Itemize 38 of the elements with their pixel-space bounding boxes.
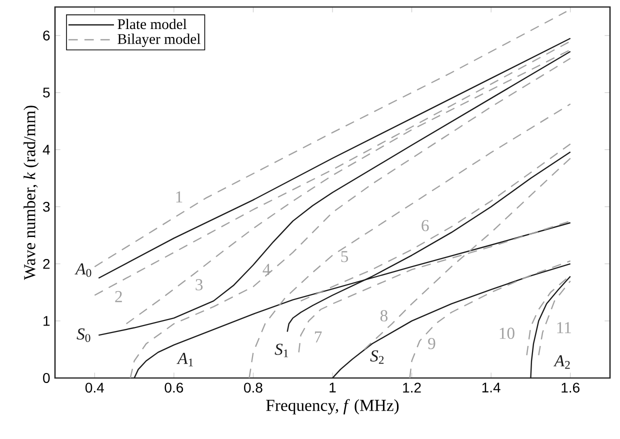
x-axis-title: Frequency, f (MHz): [266, 399, 399, 414]
y-axis-title: Wave number, k (rad/mm): [24, 106, 39, 280]
annotation: 2: [115, 291, 122, 302]
x-tick-label: 1.2: [403, 382, 421, 392]
legend-label: Bilayer model: [118, 34, 200, 47]
line-series: [409, 260, 571, 378]
y-tick-label: 6: [43, 30, 50, 41]
annotation: 3: [196, 279, 203, 290]
x-tick-label: 1.4: [482, 382, 500, 392]
x-tick-label: 0.6: [164, 382, 184, 393]
y-tick-label: 3: [43, 202, 50, 212]
line-series: [332, 263, 571, 378]
x-tick-label: 1: [330, 382, 336, 392]
annotation: 7: [314, 331, 322, 342]
annotation: S$_{1}$: [274, 344, 288, 358]
annotation: 8: [380, 310, 388, 322]
annotation: 1: [176, 191, 182, 202]
x-tick-label: 0.8: [244, 382, 262, 393]
line-series: [538, 280, 571, 356]
annotation: 11: [557, 322, 571, 334]
annotation: A$_{2}$: [553, 355, 570, 369]
y-tick-label: 5: [43, 88, 50, 98]
annotation: 6: [422, 220, 429, 232]
y-tick-label: 1: [44, 316, 50, 326]
annotation: 9: [428, 338, 436, 350]
x-tick-label: 0.4: [85, 382, 104, 393]
annotation: A$_{1}$: [176, 352, 193, 366]
y-tick-label: 4: [42, 144, 50, 155]
line-series: [530, 276, 571, 378]
annotation: S$_{2}$: [370, 350, 384, 364]
y-tick-label: 0: [43, 373, 50, 383]
annotation: 10: [500, 328, 514, 339]
y-tick-label: 2: [43, 258, 50, 269]
x-tick-label: 1.6: [562, 382, 580, 393]
annotation: A$_{0}$: [74, 263, 92, 277]
legend-label: Plate model: [118, 18, 187, 30]
annotation: 5: [341, 251, 348, 262]
annotation: S$_{0}$: [76, 328, 90, 342]
